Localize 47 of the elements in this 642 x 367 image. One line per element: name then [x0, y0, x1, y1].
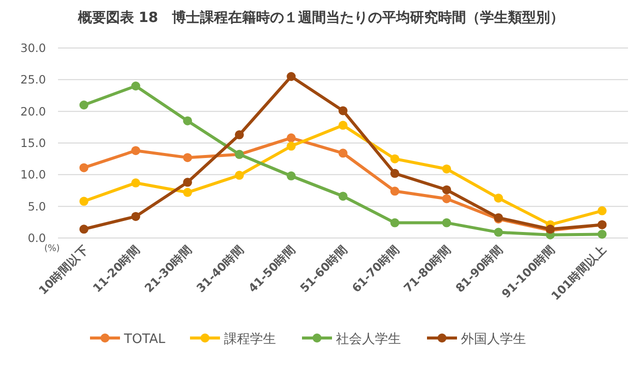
point — [338, 148, 348, 158]
point — [183, 153, 192, 162]
point — [286, 142, 296, 151]
point — [131, 212, 140, 221]
point — [131, 82, 140, 90]
y-tick-label: 25.0 — [20, 72, 46, 87]
point — [442, 185, 452, 194]
point — [442, 194, 452, 204]
point — [79, 196, 88, 206]
point — [338, 192, 348, 201]
point — [183, 178, 192, 187]
legend-label: 社会人学生 — [336, 332, 401, 347]
point — [79, 224, 88, 234]
point — [234, 170, 244, 180]
point — [131, 178, 140, 188]
y-axis-title: (%) — [44, 244, 60, 254]
legend-label: 課程学生 — [224, 332, 276, 347]
y-tick-label: 20.0 — [20, 104, 46, 118]
point — [390, 154, 400, 164]
y-tick-label: 15.0 — [20, 136, 46, 150]
point — [286, 171, 296, 180]
point — [234, 130, 244, 140]
chart-title: 概要図表 18 博士課程在籍時の１週間当たりの平均研究時間（学生類型別） — [76, 9, 564, 26]
point — [494, 228, 503, 237]
legend-label: 外国人学生 — [461, 332, 526, 347]
point — [183, 116, 192, 126]
point — [286, 133, 296, 142]
point — [598, 230, 607, 239]
point — [79, 163, 88, 172]
point — [442, 218, 452, 228]
point — [442, 164, 452, 174]
point — [338, 120, 348, 130]
y-tick-label: 0.0 — [28, 231, 46, 245]
legend-label: TOTAL — [123, 332, 166, 347]
point — [390, 218, 400, 228]
point — [183, 188, 192, 197]
point — [131, 146, 140, 156]
y-tick-label: 10.0 — [20, 168, 46, 182]
point — [338, 106, 348, 116]
y-tick-label: 30.0 — [20, 41, 46, 55]
point — [494, 194, 503, 203]
point — [598, 206, 607, 216]
point — [286, 72, 296, 81]
point — [390, 186, 400, 196]
y-tick-label: 5.0 — [28, 199, 46, 214]
point — [390, 168, 400, 178]
point — [79, 100, 88, 110]
